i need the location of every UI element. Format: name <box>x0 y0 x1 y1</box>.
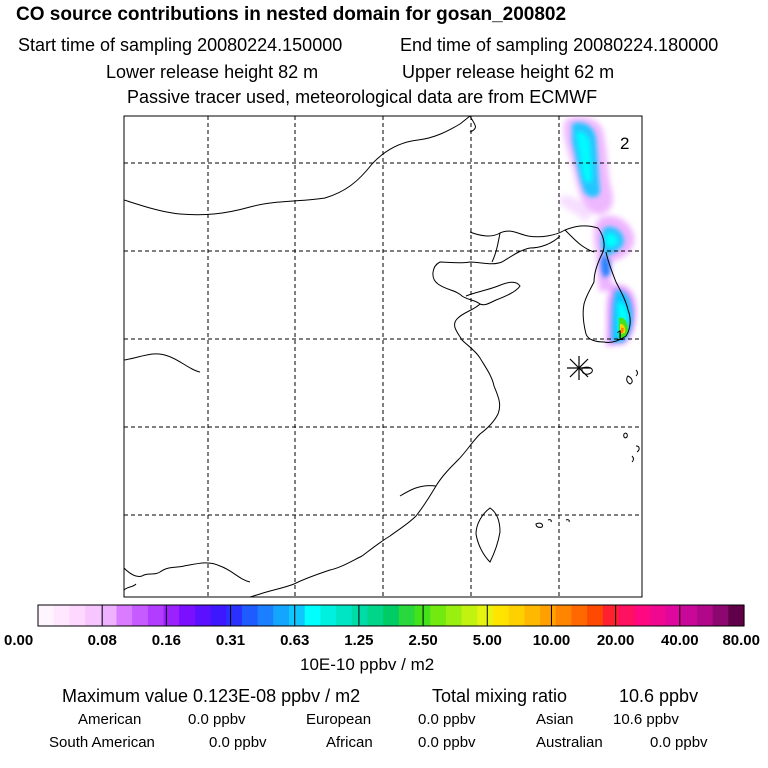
colorbar-cell <box>320 605 337 626</box>
figure-title: CO source contributions in nested domain… <box>16 4 567 25</box>
colorbar-cell <box>618 605 635 626</box>
colorbar-cell <box>649 605 667 626</box>
colorbar-cell <box>336 605 353 626</box>
colorbar-cell <box>524 605 541 626</box>
colorbar-unit: 10E-10 ppbv / m2 <box>300 655 435 674</box>
colorbar <box>37 604 745 627</box>
colorbar-cell <box>38 605 55 626</box>
region-name: Australian <box>536 734 603 751</box>
region-name: European <box>306 711 372 728</box>
region-value: 0.0 ppbv <box>650 734 708 751</box>
colorbar-cell <box>304 605 321 626</box>
colorbar-cell <box>492 605 510 626</box>
colorbar-frame <box>37 604 745 627</box>
colorbar-cell <box>571 605 588 626</box>
start-time-label: Start time of sampling 20080224.150000 <box>18 35 343 55</box>
colorbar-tick-label: 1.25 <box>344 632 373 649</box>
colorbar-cell <box>289 605 306 626</box>
colorbar-tick-label: 20.00 <box>597 632 635 649</box>
colorbar-cell <box>681 605 698 626</box>
colorbar-cell <box>147 605 165 626</box>
colorbar-tick-label: 0.31 <box>216 632 245 649</box>
total-mixing-ratio-value: 10.6 ppbv <box>619 686 699 706</box>
coastlines <box>124 116 640 597</box>
colorbar-cell <box>257 605 274 626</box>
maximum-value: Maximum value 0.123E-08 ppbv / m2 <box>62 686 361 706</box>
colorbar-tick-labels: 0.00 0.08 0.16 0.31 0.63 1.25 2.50 5.00 10.00 20.… <box>4 632 760 649</box>
colorbar-tick-label: 80.00 <box>722 632 760 649</box>
colorbar-cell <box>273 605 290 626</box>
region-name: African <box>326 734 373 751</box>
tracer-note: Passive tracer used, meteorological data… <box>127 87 598 107</box>
region-name: Asian <box>536 711 574 728</box>
colorbar-cell <box>602 605 620 626</box>
region-value: 10.6 ppbv <box>613 711 679 728</box>
colorbar-cell <box>398 605 416 626</box>
colorbar-cell <box>53 605 70 626</box>
lower-release-height-label: Lower release height 82 m <box>106 62 319 82</box>
region-value: 0.0 ppbv <box>188 711 246 728</box>
colorbar-cell <box>351 605 369 626</box>
colorbar-cell <box>508 605 525 626</box>
release-site-star <box>567 356 591 380</box>
upper-release-height-label: Upper release height 62 m <box>402 62 615 82</box>
colorbar-tick-label: 5.00 <box>473 632 502 649</box>
colorbar-tick-label: 0.16 <box>152 632 181 649</box>
colorbar-cell <box>226 605 243 626</box>
colorbar-tick-label: 2.50 <box>408 632 437 649</box>
colorbar-tick-label: 0.08 <box>88 632 117 649</box>
colorbar-cell <box>665 605 682 626</box>
colorbar-cell <box>430 605 447 626</box>
colorbar-cell <box>634 605 651 626</box>
colorbar-cell <box>132 605 149 626</box>
region-value: 0.0 ppbv <box>418 734 476 751</box>
colorbar-cell <box>367 605 384 626</box>
end-time-label: End time of sampling 20080224.180000 <box>400 35 719 55</box>
marker-label-1: 1 <box>616 327 624 343</box>
region-name: South American <box>49 734 155 751</box>
colorbar-cell <box>696 605 714 626</box>
colorbar-cell <box>116 605 133 626</box>
colorbar-tick-label: 0.63 <box>280 632 309 649</box>
colorbar-cell <box>712 605 729 626</box>
colorbar-cell <box>241 605 259 626</box>
region-name: American <box>78 711 142 728</box>
region-value: 0.0 ppbv <box>418 711 476 728</box>
region-value: 0.0 ppbv <box>209 734 267 751</box>
colorbar-cell <box>85 605 102 626</box>
colorbar-cell <box>194 605 212 626</box>
total-mixing-ratio-label: Total mixing ratio <box>432 686 568 706</box>
colorbar-cell <box>100 605 118 626</box>
colorbar-cell <box>383 605 400 626</box>
colorbar-cell <box>461 605 478 626</box>
colorbar-cell <box>179 605 196 626</box>
colorbar-cell <box>477 605 494 626</box>
colorbar-tick-label: 0.00 <box>4 632 33 649</box>
colorbar-cell <box>445 605 463 626</box>
colorbar-cell <box>210 605 227 626</box>
marker-label-2: 2 <box>620 134 629 153</box>
colorbar-cell <box>728 605 745 626</box>
colorbar-tick-label: 40.00 <box>661 632 699 649</box>
colorbar-cell <box>540 605 557 626</box>
colorbar-cell <box>555 605 573 626</box>
colorbar-cell <box>163 605 180 626</box>
colorbar-tick-label: 10.00 <box>533 632 571 649</box>
grid-lines <box>124 116 642 597</box>
colorbar-cell <box>69 605 86 626</box>
colorbar-cell <box>587 605 604 626</box>
